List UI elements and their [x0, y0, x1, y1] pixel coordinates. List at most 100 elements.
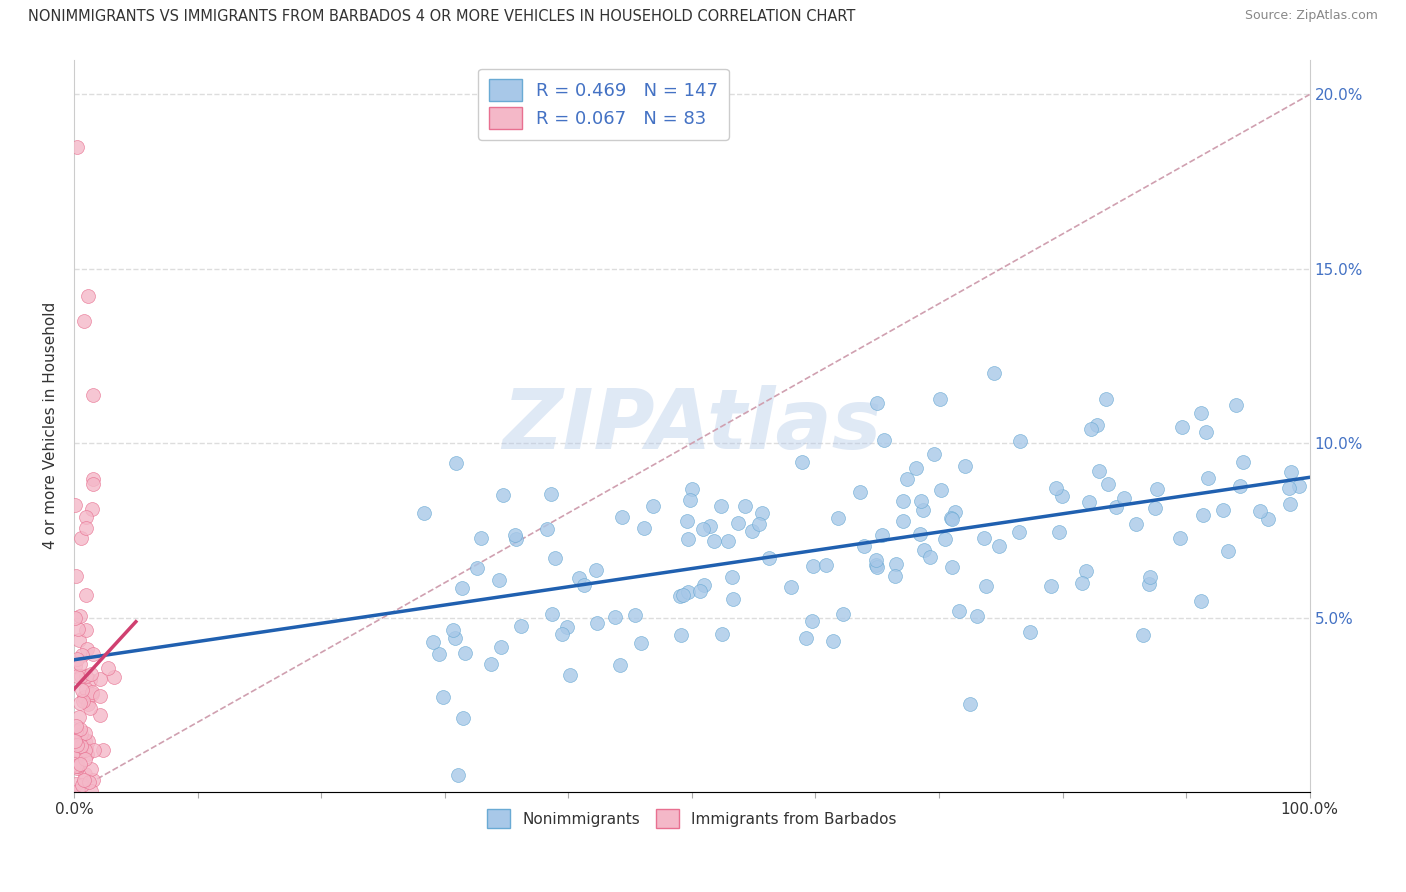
Point — [91, 742, 114, 756]
Point — [1229, 479, 1251, 493]
Point — [941, 511, 963, 525]
Point — [82, 477, 104, 491]
Point — [72, 694, 94, 708]
Point — [748, 517, 770, 532]
Point — [470, 532, 492, 546]
Point — [1189, 406, 1212, 420]
Point — [865, 552, 887, 566]
Point — [454, 646, 477, 660]
Point — [65, 718, 87, 732]
Point — [883, 569, 905, 583]
Point — [70, 683, 93, 698]
Point — [758, 551, 780, 566]
Point — [1143, 500, 1166, 515]
Point — [65, 658, 87, 673]
Point — [65, 140, 87, 154]
Point — [76, 734, 98, 748]
Point — [734, 500, 756, 514]
Point — [1088, 464, 1111, 478]
Point — [959, 697, 981, 711]
Point — [948, 604, 970, 618]
Point — [1045, 481, 1067, 495]
Point — [941, 511, 963, 525]
Point — [1197, 471, 1219, 485]
Point — [82, 685, 104, 699]
Point — [79, 701, 101, 715]
Point — [717, 534, 740, 549]
Point — [865, 558, 887, 573]
Point — [447, 767, 470, 781]
Point — [73, 766, 96, 780]
Point — [891, 514, 914, 528]
Point — [67, 744, 90, 758]
Point — [953, 459, 976, 474]
Point — [77, 289, 100, 303]
Point — [67, 710, 90, 724]
Point — [865, 396, 887, 410]
Point — [75, 669, 97, 683]
Point — [82, 687, 104, 701]
Point — [489, 640, 512, 654]
Point — [1095, 392, 1118, 406]
Point — [711, 626, 734, 640]
Point — [1139, 570, 1161, 584]
Point — [543, 550, 565, 565]
Point — [1047, 525, 1070, 540]
Point — [941, 560, 963, 574]
Point — [510, 619, 533, 633]
Point — [70, 648, 93, 663]
Point — [1050, 489, 1073, 503]
Point — [70, 778, 93, 792]
Point — [63, 498, 86, 512]
Point — [643, 499, 665, 513]
Point — [1249, 504, 1271, 518]
Point — [441, 623, 464, 637]
Point — [669, 628, 692, 642]
Point — [465, 560, 488, 574]
Point — [65, 569, 87, 583]
Point — [65, 759, 87, 773]
Point — [692, 522, 714, 536]
Point — [82, 772, 104, 787]
Point — [1218, 544, 1240, 558]
Point — [70, 668, 93, 682]
Point — [908, 527, 931, 541]
Point — [1071, 576, 1094, 591]
Point — [65, 731, 87, 745]
Point — [973, 531, 995, 545]
Point — [676, 584, 699, 599]
Point — [1080, 422, 1102, 436]
Legend: Nonimmigrants, Immigrants from Barbados: Nonimmigrants, Immigrants from Barbados — [479, 802, 904, 836]
Point — [1008, 434, 1031, 449]
Point — [1018, 624, 1040, 639]
Point — [905, 461, 928, 475]
Point — [672, 588, 695, 602]
Point — [82, 648, 104, 662]
Point — [555, 620, 578, 634]
Point — [80, 666, 103, 681]
Point — [934, 532, 956, 546]
Point — [67, 747, 90, 761]
Point — [69, 696, 91, 710]
Point — [751, 506, 773, 520]
Point — [79, 673, 101, 688]
Point — [1085, 418, 1108, 433]
Point — [505, 533, 527, 547]
Point — [96, 660, 118, 674]
Point — [679, 493, 702, 508]
Point — [1288, 479, 1310, 493]
Point — [912, 542, 935, 557]
Point — [75, 741, 97, 756]
Text: ZIPAtlas: ZIPAtlas — [502, 385, 882, 467]
Point — [66, 761, 89, 775]
Point — [931, 483, 953, 497]
Point — [453, 711, 475, 725]
Point — [801, 558, 824, 573]
Point — [83, 742, 105, 756]
Point — [66, 738, 89, 752]
Point — [891, 493, 914, 508]
Point — [75, 589, 97, 603]
Point — [79, 784, 101, 798]
Point — [689, 584, 711, 599]
Point — [1097, 476, 1119, 491]
